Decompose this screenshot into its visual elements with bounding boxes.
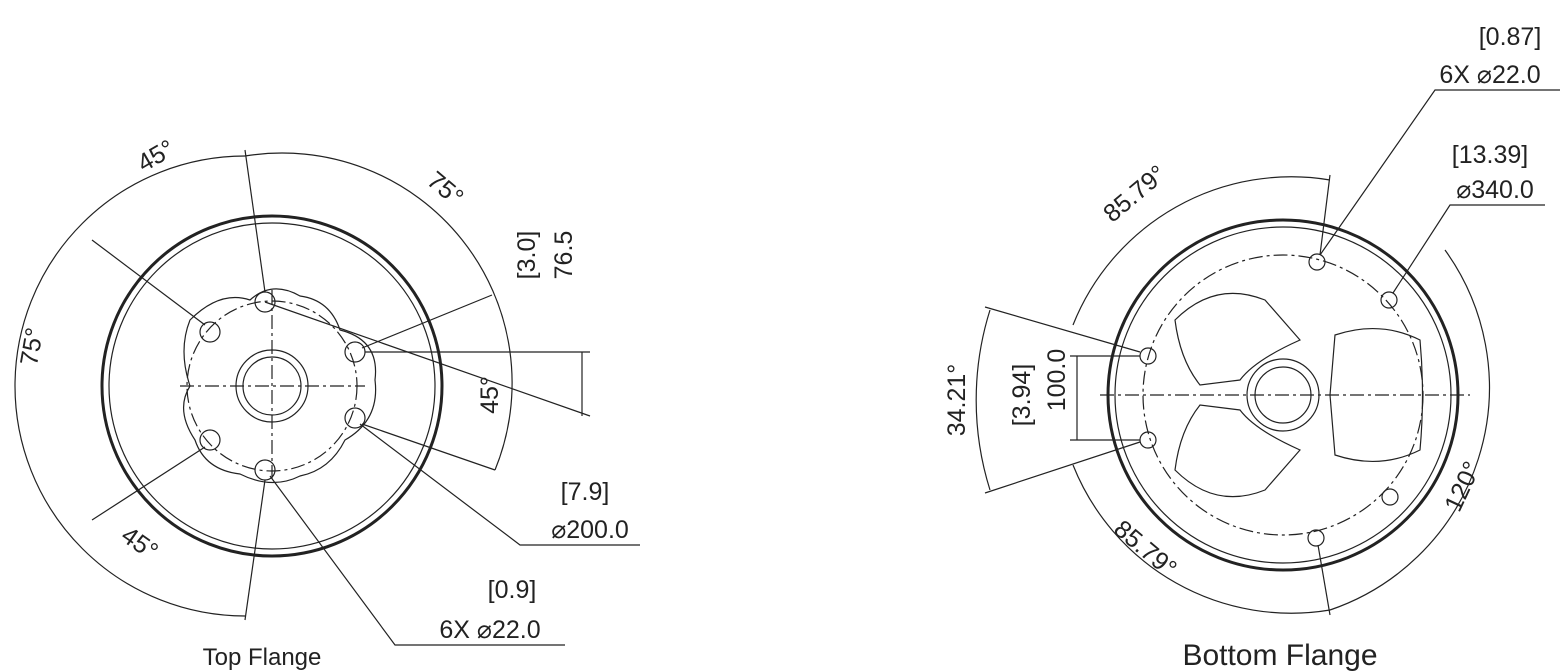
dimension-label: [3.0] [513, 231, 541, 280]
dimension-label: 34.21° [943, 364, 971, 437]
dimension-label: Bottom Flange [1182, 639, 1377, 671]
path-shape [976, 310, 990, 490]
line-shape [1318, 545, 1330, 615]
dimension-label: [3.94] [1008, 364, 1036, 427]
circle-shape [1140, 432, 1156, 448]
dimension-label: ⌀340.0 [1456, 176, 1534, 204]
path-shape [1175, 405, 1300, 497]
line-shape [245, 150, 265, 292]
dimension-label: [7.9] [561, 478, 610, 506]
circle-shape [345, 342, 365, 362]
drawing: 45° 75° 75° 45° 45° [3.0] 76.5 [7.9] ⌀20… [0, 0, 1566, 671]
line-shape [985, 307, 1140, 352]
line-shape [245, 480, 265, 620]
polyline-shape [1320, 90, 1560, 255]
dimension-label: 76.5 [550, 231, 578, 280]
line-shape [985, 442, 1140, 493]
path-shape [1175, 293, 1300, 385]
path-shape [245, 153, 512, 470]
line-shape [92, 447, 205, 520]
top-flange-drawing [15, 150, 640, 645]
path-shape [1073, 465, 1330, 613]
dimension-label: ⌀200.0 [551, 516, 629, 544]
dimension-label: 45° [116, 521, 163, 566]
dimension-label: 85.79° [1108, 515, 1182, 583]
dimension-label: 6X ⌀22.0 [439, 616, 540, 644]
circle-shape [1382, 489, 1398, 505]
dimension-label: 45° [133, 134, 180, 177]
dimension-label: [0.87] [1479, 23, 1542, 51]
dimension-label: Top Flange [203, 644, 322, 671]
dimension-label: 100.0 [1043, 349, 1071, 412]
dimension-label: [0.9] [488, 576, 537, 604]
dimension-label: 120° [1439, 457, 1486, 516]
circle-shape [1308, 530, 1324, 546]
dimension-label: 85.79° [1098, 160, 1172, 228]
dimension-label: 45° [476, 376, 504, 414]
circle-shape [200, 322, 220, 342]
dimension-label: 75° [15, 326, 49, 368]
dimension-label: 6X ⌀22.0 [1439, 61, 1540, 89]
circle-shape [1381, 292, 1397, 308]
dimension-label: [13.39] [1452, 141, 1528, 169]
line-shape [362, 295, 492, 348]
circle-shape [200, 430, 220, 450]
line-shape [92, 240, 205, 325]
circle-shape [1309, 254, 1325, 270]
